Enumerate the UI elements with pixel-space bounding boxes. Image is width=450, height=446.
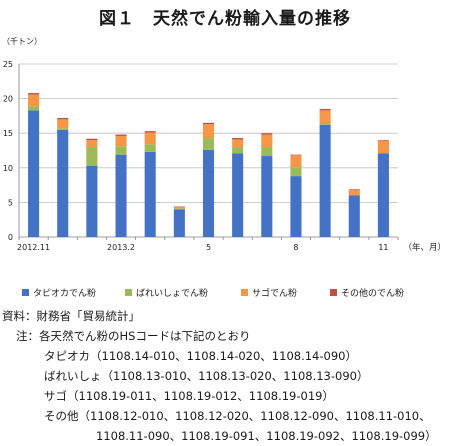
x-axis-label: （年、月） (403, 242, 446, 253)
legend-swatch-bareisho (125, 289, 132, 296)
bar-segment-other (57, 117, 69, 120)
bar-segment-other (144, 131, 156, 133)
bar-segment-tapioca (290, 176, 302, 237)
y-tick-label: 25 (3, 60, 13, 69)
bar-segment-bareisho (173, 208, 185, 210)
legend-swatch-other (330, 289, 337, 296)
bar-segment-tapioca (319, 124, 331, 237)
bar-segment-tapioca (57, 129, 69, 237)
bar-segment-tapioca (115, 154, 127, 237)
legend-label-bareisho: ばれいしょでん粉 (136, 289, 209, 299)
bar-segment-sago (202, 124, 215, 139)
bar-segment-sago (173, 207, 185, 209)
bar-segment-other (290, 154, 302, 156)
bar-segment-tapioca (173, 209, 185, 237)
x-tick-label: 2012.11 (17, 243, 50, 252)
bar-segment-other (115, 134, 127, 136)
bar-segment-sago (86, 140, 98, 148)
bar-segment-tapioca (144, 151, 156, 237)
bar-segment-bareisho (261, 147, 273, 157)
bar-segment-bareisho (57, 128, 69, 130)
x-tick-label: 8 (293, 243, 298, 252)
bar-segment-bareisho (144, 144, 156, 152)
bar-segment-sago (57, 119, 69, 129)
bar-segment-sago (261, 134, 273, 148)
bar-segment-sago (348, 189, 360, 196)
bar-segment-sago (319, 110, 331, 124)
bar-segment-tapioca (232, 153, 244, 237)
bar-segment-tapioca (261, 156, 273, 237)
stacked-bar-chart: （千トン） 0 5 10 15 20 25 2012.11 2013.2 5 8 11 （年、月） (2, 36, 446, 253)
bar-segment-sago (377, 140, 389, 154)
x-tick-label: 2013.2 (107, 243, 135, 252)
y-axis-label: （千トン） (2, 36, 42, 46)
x-tick-label: 5 (206, 243, 211, 252)
bar-segment-bareisho (115, 146, 127, 155)
note-sago-codes: サゴ（1108.19-011、1108.19-012、1108.19-019） (44, 389, 334, 403)
note-other-codes-1: その他（1108.12-010、1108.12-020、1108.12-090、… (44, 409, 431, 423)
legend-swatch-tapioca (22, 289, 29, 296)
bar-segment-other (348, 189, 360, 190)
legend-label-sago: サゴでん粉 (252, 289, 298, 299)
y-tick-label: 5 (8, 198, 13, 207)
bar-segment-other (377, 140, 389, 141)
x-tick-label: 11 (378, 243, 388, 252)
bar-segment-sago (28, 94, 40, 107)
bar-segment-other (261, 133, 273, 135)
bar-segment-bareisho (232, 147, 244, 154)
figure-title: 図１ 天然でん粉輸入量の推移 (99, 9, 351, 29)
legend-label-tapioca: タピオカでん粉 (33, 289, 97, 299)
bar-segment-tapioca (202, 149, 215, 237)
source-note: 資料：財務省「貿易統計」 (2, 309, 140, 323)
bar-segment-sago (232, 139, 244, 148)
bar-segment-sago (115, 135, 127, 147)
legend-item-sago: サゴでん粉 (241, 286, 297, 299)
bar-segment-sago (290, 155, 302, 168)
bar-segment-other (28, 93, 40, 95)
note-intro: 注：各天然でん粉のHSコードは下記のとおり (16, 329, 251, 343)
y-tick-label: 10 (3, 164, 13, 173)
y-tick-label: 0 (8, 233, 13, 242)
legend-item-other: その他のでん粉 (330, 286, 404, 299)
bar-segment-tapioca (86, 165, 98, 237)
bar-segment-tapioca (28, 110, 40, 237)
bar-segment-tapioca (348, 195, 360, 237)
bar-segment-bareisho (290, 167, 302, 177)
y-tick-label: 20 (3, 95, 13, 104)
bar-segment-bareisho (86, 147, 98, 166)
note-other-codes-2: 1108.11-090、1108.19-091、1108.19-092、1108… (96, 429, 437, 443)
bar-segment-other (202, 122, 215, 125)
bar-segment-tapioca (377, 153, 389, 237)
legend-item-tapioca: タピオカでん粉 (22, 286, 96, 299)
bar-segment-other (173, 206, 185, 208)
bar-segment-sago (144, 132, 156, 145)
note-bareisho-codes: ばれいしょ（1108.13-010、1108.13-020、1108.13-09… (44, 369, 369, 383)
bar-segment-bareisho (319, 123, 331, 125)
legend-label-other: その他のでん粉 (341, 289, 405, 299)
bar-segment-other (319, 108, 331, 111)
bar-segment-bareisho (28, 106, 40, 111)
legend-swatch-sago (241, 289, 248, 296)
note-tapioca-codes: タピオカ（1108.14-010、1108.14-020、1108.14-090… (44, 349, 357, 363)
bar-segment-other (86, 138, 98, 141)
bar-segment-bareisho (202, 138, 215, 150)
legend-item-bareisho: ばれいしょでん粉 (125, 286, 208, 299)
y-tick-label: 15 (3, 129, 13, 138)
bar-segment-other (232, 138, 244, 140)
